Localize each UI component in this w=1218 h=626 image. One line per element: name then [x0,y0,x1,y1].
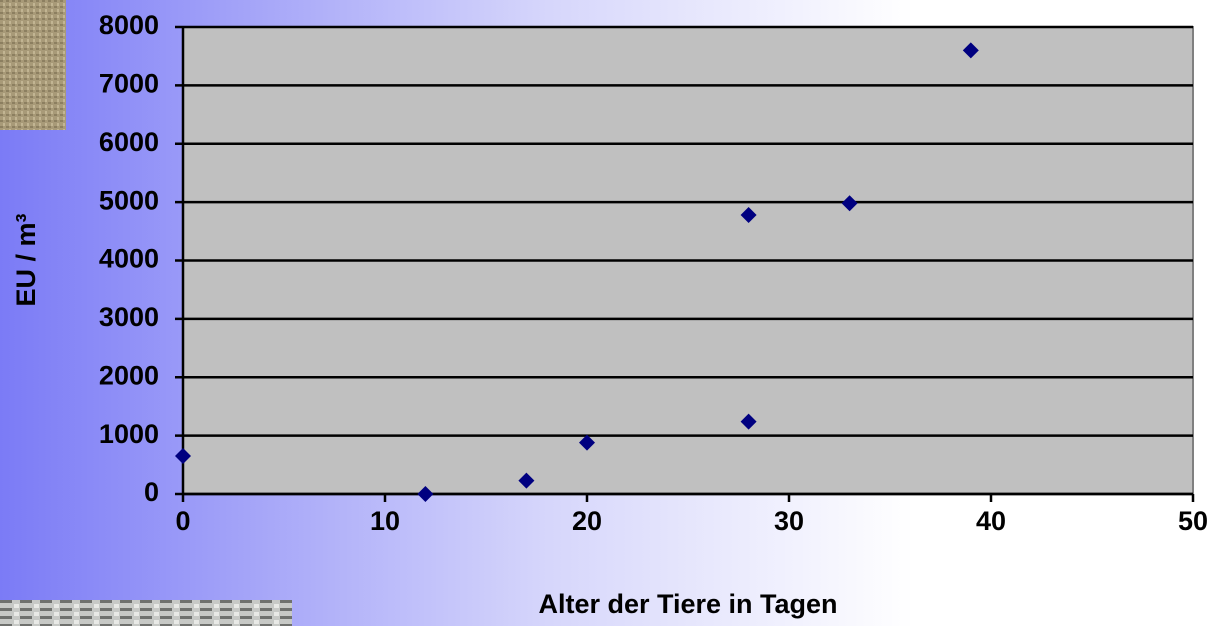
y-tick-label: 0 [144,477,159,507]
y-tick-label: 7000 [99,69,159,99]
y-axis-label: EU / m³ [11,213,41,306]
photo [0,0,66,130]
y-tick-label: 5000 [99,185,159,215]
y-tick-label: 8000 [99,10,159,40]
x-tick-label: 50 [1178,506,1208,536]
y-tick-label: 6000 [99,127,159,157]
y-tick-label: 1000 [99,419,159,449]
y-tick-label: 3000 [99,302,159,332]
chart: EU / m³ Alter der Tiere in Tagen 0 1000 20… [0,0,1218,626]
x-tick-label: 30 [774,506,804,536]
page: EU / m³ Alter der Tiere in Tagen 0 1000 20… [0,0,1218,626]
x-axis-label: Alter der Tiere in Tagen [538,589,837,619]
x-tick-label: 10 [370,506,400,536]
x-tick-label: 40 [976,506,1006,536]
x-tick-label: 20 [572,506,602,536]
y-tick-label: 2000 [99,360,159,390]
photo [0,600,292,626]
y-tick-label: 4000 [99,244,159,274]
x-tick-label: 0 [175,506,190,536]
